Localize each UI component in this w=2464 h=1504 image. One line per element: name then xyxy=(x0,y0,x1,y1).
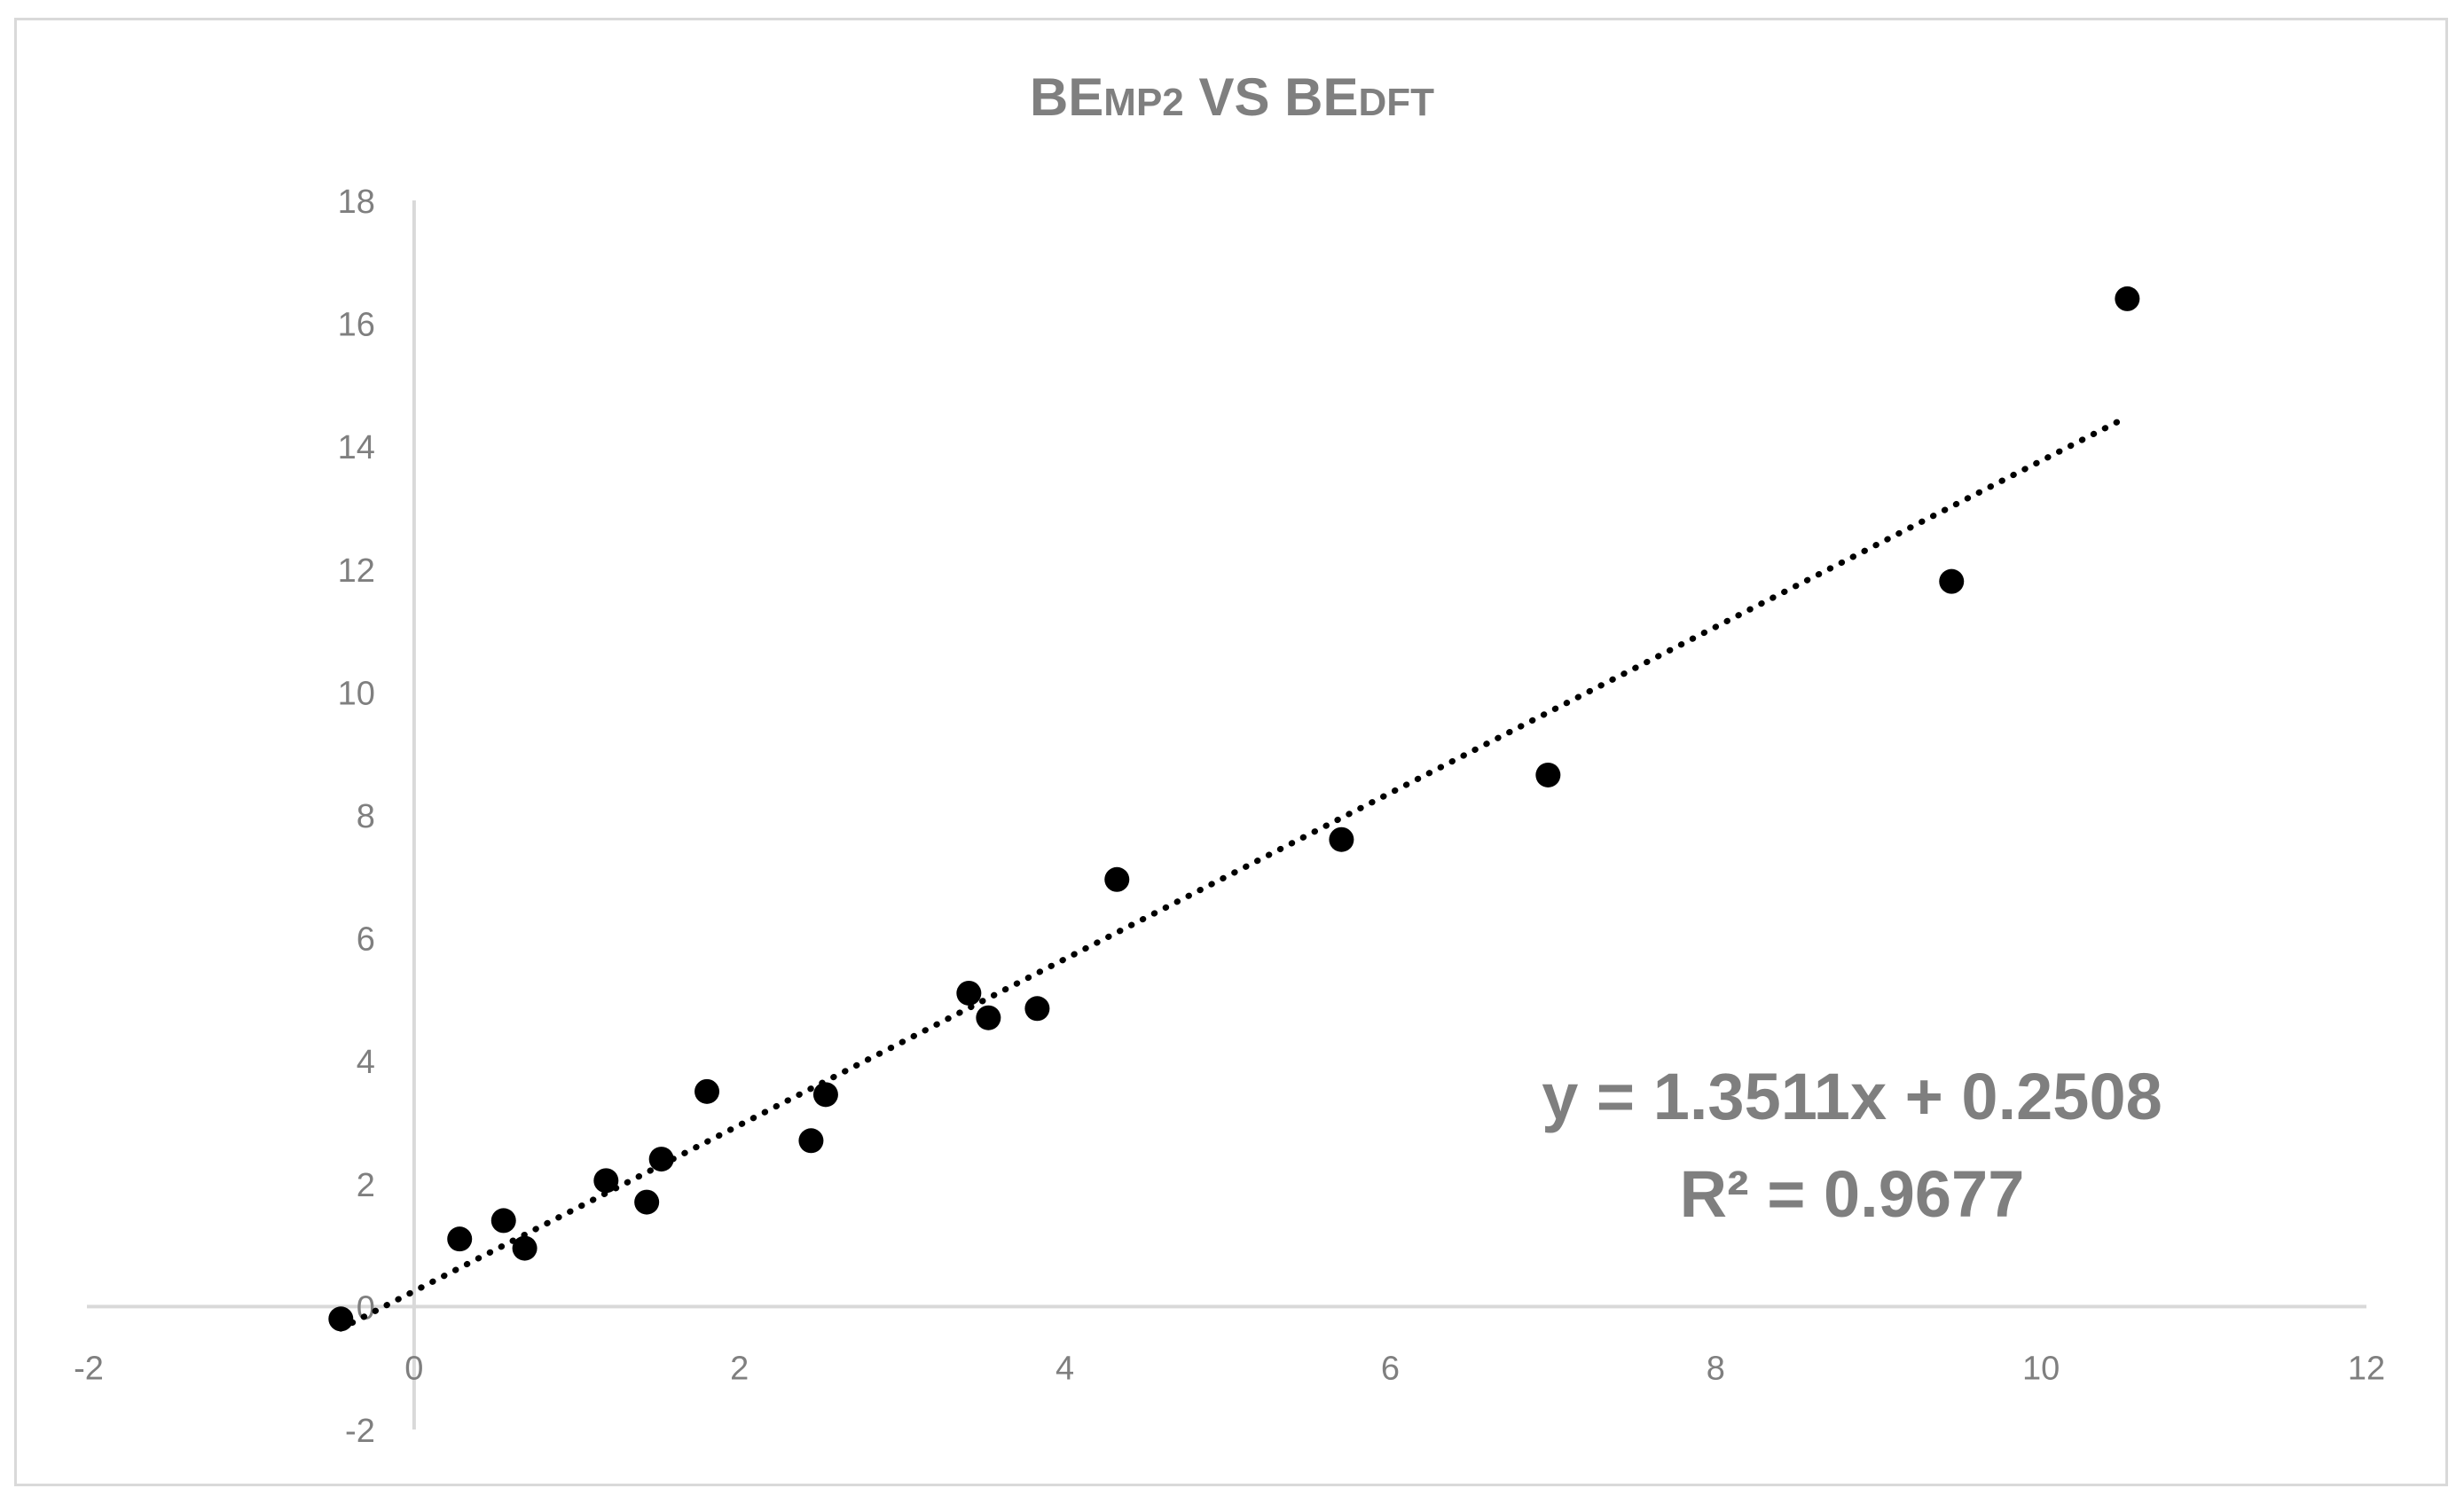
y-tick-label: 4 xyxy=(357,1044,375,1081)
y-tick-label: -2 xyxy=(345,1413,375,1450)
trendline xyxy=(337,413,2130,1332)
y-tick-label: 16 xyxy=(338,307,375,344)
data-points xyxy=(328,286,2140,1332)
y-tick-label: 6 xyxy=(357,921,375,959)
data-point xyxy=(1024,996,1050,1022)
data-point xyxy=(1104,866,1130,892)
x-tick-label: 10 xyxy=(2022,1350,2060,1387)
data-point xyxy=(2115,286,2140,311)
data-point xyxy=(328,1306,354,1332)
data-point xyxy=(634,1189,660,1215)
x-tick-label: 12 xyxy=(2348,1350,2385,1387)
title-sub-b: DFT xyxy=(1359,81,1435,124)
chart-frame xyxy=(14,18,2448,1486)
data-point xyxy=(1535,762,1561,787)
x-tick-label: 0 xyxy=(404,1350,423,1387)
data-point xyxy=(812,1082,838,1108)
data-point xyxy=(694,1078,720,1104)
y-tick-labels: -2 0 2 4 6 8 10 12 14 16 18 xyxy=(338,184,375,1450)
x-tick-label: -2 xyxy=(74,1350,104,1387)
data-point xyxy=(512,1235,538,1261)
trendline-r-squared: R² = 0.9677 xyxy=(1680,1157,2025,1231)
data-point xyxy=(976,1005,1001,1030)
x-tick-label: 2 xyxy=(730,1350,749,1387)
x-tick-label: 4 xyxy=(1055,1350,1074,1387)
data-point xyxy=(490,1208,516,1234)
y-tick-label: 12 xyxy=(338,552,375,590)
trendline-equation: y = 1.3511x + 0.2508 xyxy=(1542,1060,2162,1133)
y-tick-label: 2 xyxy=(357,1167,375,1204)
y-tick-label: 18 xyxy=(338,184,375,221)
data-point xyxy=(1939,568,1965,594)
data-point xyxy=(956,980,982,1006)
title-sub-a: MP2 xyxy=(1103,81,1183,124)
data-point xyxy=(798,1128,824,1154)
title-main-a: BE xyxy=(1030,67,1103,127)
x-tick-label: 8 xyxy=(1707,1350,1725,1387)
y-tick-label: 0 xyxy=(357,1289,375,1327)
chart-title: BEMP2 VS BEDFT xyxy=(1030,67,1434,127)
data-point xyxy=(447,1226,473,1252)
title-vs: VS xyxy=(1184,67,1284,127)
x-tick-labels: -2 0 2 4 6 8 10 12 xyxy=(74,1350,2385,1387)
axes xyxy=(87,200,2366,1430)
x-tick-label: 6 xyxy=(1381,1350,1400,1387)
data-point xyxy=(1329,826,1354,852)
y-tick-label: 10 xyxy=(338,675,375,712)
data-point xyxy=(648,1147,674,1172)
title-main-b: BE xyxy=(1284,67,1358,127)
y-tick-label: 14 xyxy=(338,429,375,466)
trendline-group xyxy=(337,413,2130,1332)
y-tick-label: 8 xyxy=(357,798,375,835)
data-point xyxy=(593,1168,619,1194)
